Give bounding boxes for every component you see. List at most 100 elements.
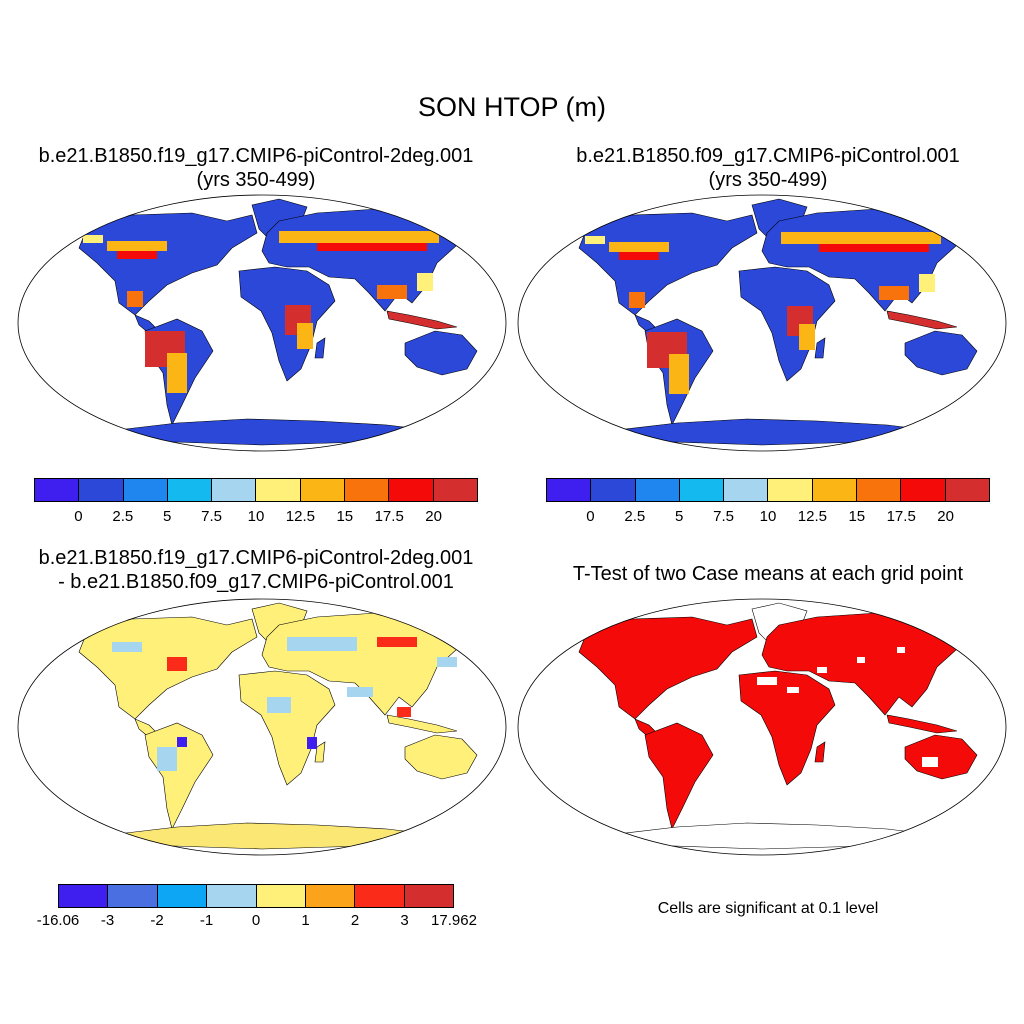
colorbar-box	[345, 479, 390, 501]
colorbar-label: 5	[675, 508, 684, 525]
continent-indonesia	[886, 310, 958, 330]
grid-cell-patch	[267, 697, 291, 713]
ttest-note: Cells are significant at 0.1 level	[657, 900, 879, 917]
continent-australia	[904, 734, 978, 780]
grid-cell-patch	[397, 707, 411, 717]
grid-cell-patch	[167, 353, 187, 393]
grid-cell-patch	[317, 243, 427, 251]
continent-madagascar	[814, 337, 826, 359]
colorbar-label: 0	[586, 508, 595, 525]
continent-africa	[238, 670, 336, 786]
colorbar-box	[768, 479, 813, 501]
continent-northAmerica	[578, 212, 758, 316]
grid-cell-patch	[279, 231, 439, 243]
colorbar-label: -2	[150, 912, 164, 929]
colorbar-label: 10	[247, 508, 265, 525]
grid-cell-patch	[157, 747, 177, 771]
colorbar-box	[212, 479, 257, 501]
grid-cell-patch	[757, 677, 777, 685]
grid-cell-patch	[781, 232, 941, 244]
map-border	[17, 598, 507, 856]
colorbar-label: 17.962	[431, 912, 477, 929]
continent-madagascar	[314, 337, 326, 359]
grid-cell-patch	[897, 647, 905, 653]
colorbar-box	[167, 479, 213, 501]
colorbar-box	[812, 479, 858, 501]
colorbar-box	[404, 885, 453, 907]
colorbar-label: 12.5	[285, 508, 315, 525]
continent-northAmerica	[578, 616, 758, 720]
grid-cell-patch	[817, 667, 827, 673]
continent-australia	[904, 330, 978, 376]
map-border	[517, 598, 1007, 856]
colorbar-label: 3	[400, 912, 409, 929]
colorbar-box	[300, 479, 346, 501]
grid-cell-patch	[377, 285, 407, 299]
panel-ttest-title: T-Test of two Case means at each grid po…	[512, 562, 1024, 586]
colorbar-box	[305, 885, 356, 907]
grid-cell-patch	[629, 292, 645, 308]
colorbar-label: -16.06	[36, 912, 80, 929]
colorbar-diff-labels: -16.06 -3 -2 -1 0 1 2 3 17.962	[37, 912, 477, 932]
continent-southAmerica	[644, 722, 714, 830]
colorbar-label: 17.5	[886, 508, 916, 525]
continent-africa	[738, 670, 836, 786]
grid-cell-patch	[177, 737, 187, 747]
colorbar-label: -3	[100, 912, 115, 929]
colorbar-label: 5	[163, 508, 172, 525]
map-case2	[517, 194, 1007, 452]
continent-antarctica	[86, 418, 468, 446]
panel-case1-title-line1: b.e21.B1850.f19_g17.CMIP6-piControl-2deg…	[38, 145, 474, 167]
colorbar-box	[389, 479, 434, 501]
grid-cell-patch	[919, 274, 935, 292]
colorbar-box	[901, 479, 946, 501]
colorbar-box	[157, 885, 208, 907]
colorbar-box	[79, 479, 124, 501]
grid-cell-patch	[347, 687, 373, 697]
grid-cell-patch	[585, 236, 605, 244]
continent-australia	[404, 734, 478, 780]
continent-northAmerica	[78, 212, 258, 316]
grid-cell-patch	[297, 323, 313, 349]
map-border	[17, 194, 507, 452]
colorbar-label: -1	[199, 912, 214, 929]
panel-diff-title: b.e21.B1850.f19_g17.CMIP6-piControl-2deg…	[0, 546, 512, 594]
colorbar-box	[679, 479, 725, 501]
panel-diff-title-line2: - b.e21.B1850.f09_g17.CMIP6-piControl.00…	[58, 571, 454, 593]
grid-cell-patch	[287, 637, 357, 651]
continent-antarctica	[586, 418, 968, 446]
grid-cell-patch	[879, 286, 909, 300]
colorbar-box	[35, 479, 80, 501]
panel-ttest-title-line1: T-Test of two Case means at each grid po…	[572, 563, 964, 585]
grid-cell-patch	[307, 737, 317, 749]
colorbar-box	[433, 479, 477, 501]
grid-cell-patch	[112, 642, 142, 652]
continent-indonesia	[386, 310, 458, 330]
colorbar-label: 2.5	[624, 508, 646, 525]
grid-cell-patch	[167, 657, 187, 671]
colorbar-box	[591, 479, 636, 501]
colorbar-diff	[58, 884, 454, 908]
colorbar-label: 15	[336, 508, 354, 525]
continent-eurasia	[761, 612, 988, 716]
continent-antarctica	[86, 822, 468, 850]
map-case1	[17, 194, 507, 452]
colorbar-box	[635, 479, 680, 501]
figure-title: SON HTOP (m)	[417, 92, 606, 122]
grid-cell-patch	[609, 242, 669, 252]
colorbar-box	[355, 885, 405, 907]
colorbar-label: 0	[251, 912, 261, 929]
colorbar-label: 12.5	[797, 508, 827, 525]
grid-cell-patch	[787, 687, 799, 693]
grid-cell-patch	[922, 757, 938, 767]
colorbar-case2	[546, 478, 990, 502]
grid-cell-patch	[857, 657, 865, 663]
continent-australia	[404, 330, 478, 376]
grid-cell-patch	[799, 324, 815, 350]
grid-cell-patch	[437, 657, 457, 667]
colorbar-label: 7.5	[201, 508, 223, 525]
colorbar-case1-labels: 0 2.5 5 7.5 10 12.5 15 17.5 20	[34, 508, 478, 528]
colorbar-box	[123, 479, 168, 501]
colorbar-label: 7.5	[713, 508, 735, 525]
colorbar-box	[547, 479, 592, 501]
